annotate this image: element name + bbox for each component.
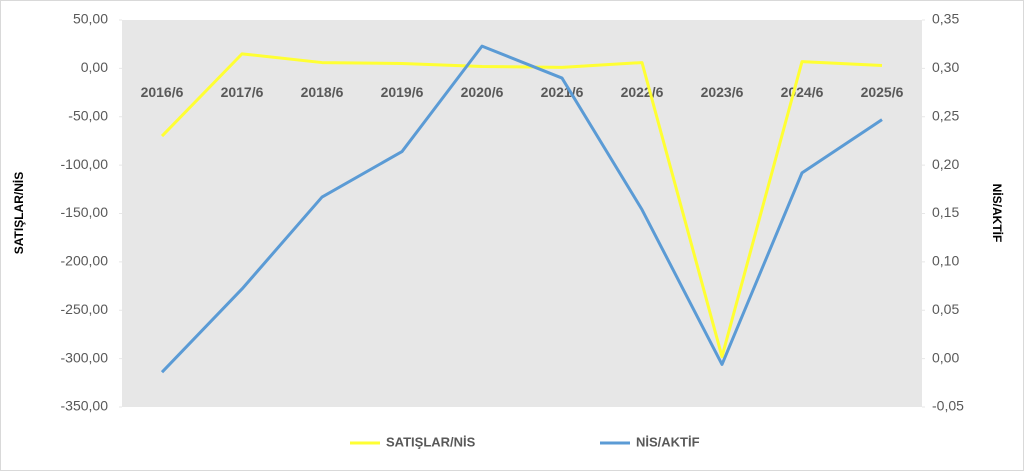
- y2-tick-label: 0,00: [932, 349, 959, 365]
- x-tick-label: 2024/6: [781, 84, 824, 100]
- legend-label: SATIŞLAR/NİS: [386, 434, 476, 449]
- y-axis-title: SATIŞLAR/NİS: [11, 172, 26, 254]
- x-tick-label: 2023/6: [701, 84, 744, 100]
- y2-tick-label: 0,10: [932, 253, 959, 269]
- y-tick-label: 50,00: [73, 11, 108, 27]
- x-tick-label: 2025/6: [861, 84, 904, 100]
- x-tick-label: 2018/6: [301, 84, 344, 100]
- y2-tick-label: 0,20: [932, 156, 959, 172]
- y-tick-label: -300,00: [61, 349, 109, 365]
- x-tick-label: 2017/6: [221, 84, 264, 100]
- x-tick-label: 2019/6: [381, 84, 424, 100]
- y2-tick-label: 0,30: [932, 59, 959, 75]
- y2-tick-label: -0,05: [932, 398, 964, 414]
- legend-label: NİS/AKTİF: [636, 434, 700, 449]
- y2-tick-label: 0,15: [932, 204, 959, 220]
- y2-axis-title: NİS/AKTİF: [990, 184, 1005, 243]
- y-tick-label: -250,00: [61, 301, 109, 317]
- y2-tick-label: 0,25: [932, 107, 959, 123]
- y-tick-label: -150,00: [61, 204, 109, 220]
- series-line: [160, 52, 883, 359]
- y-tick-label: -350,00: [61, 398, 109, 414]
- x-tick-label: 2020/6: [461, 84, 504, 100]
- y-tick-label: -100,00: [61, 156, 109, 172]
- y-tick-label: -200,00: [61, 253, 109, 269]
- plot-area: [122, 20, 922, 407]
- x-tick-label: 2021/6: [541, 84, 584, 100]
- x-tick-label: 2022/6: [621, 84, 664, 100]
- x-tick-label: 2016/6: [141, 84, 184, 100]
- y2-tick-label: 0,05: [932, 301, 959, 317]
- y-tick-label: -50,00: [68, 107, 108, 123]
- y-tick-label: 0,00: [81, 59, 108, 75]
- series-line: [160, 44, 883, 374]
- y2-tick-label: 0,35: [932, 11, 959, 27]
